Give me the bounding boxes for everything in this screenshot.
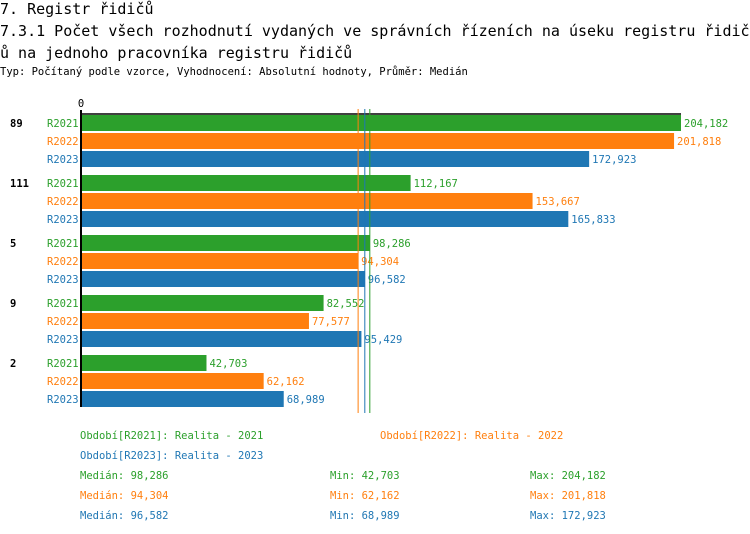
series-label: R2021 (47, 298, 79, 310)
bar (81, 175, 411, 191)
data-label: 98,286 (373, 238, 411, 250)
series-label: R2022 (47, 136, 79, 148)
category-label: 111 (10, 178, 29, 190)
data-label: 77,577 (312, 316, 350, 328)
series-label: R2023 (47, 334, 79, 346)
stat-median: Medián: 98,286 (80, 470, 169, 482)
bar (81, 133, 675, 149)
series-label: R2023 (47, 394, 79, 406)
data-label: 62,162 (267, 376, 305, 388)
bar (81, 235, 370, 251)
chart-subtitle: Typ: Počítaný podle vzorce, Vyhodnocení:… (0, 66, 468, 78)
series-label: R2023 (47, 154, 79, 166)
bar (81, 391, 284, 407)
category-label: 5 (10, 238, 16, 250)
bar (81, 115, 681, 131)
bar (81, 331, 362, 347)
bar (81, 295, 324, 311)
data-label: 95,429 (364, 334, 402, 346)
bar (81, 151, 590, 167)
bar (81, 313, 309, 329)
stat-median: Medián: 94,304 (80, 490, 169, 502)
bar (81, 355, 207, 371)
series-label: R2021 (47, 238, 79, 250)
data-label: 204,182 (684, 118, 728, 130)
bar (81, 253, 359, 269)
data-label: 82,552 (327, 298, 365, 310)
data-label: 68,989 (287, 394, 325, 406)
series-label: R2022 (47, 256, 79, 268)
bar (81, 211, 569, 227)
series-label: R2022 (47, 376, 79, 388)
stat-max: Max: 201,818 (530, 490, 606, 502)
series-label: R2023 (47, 214, 79, 226)
data-label: 94,304 (361, 256, 399, 268)
data-label: 153,667 (536, 196, 580, 208)
category-label: 89 (10, 118, 23, 130)
bar (81, 271, 365, 287)
stat-min: Min: 68,989 (330, 510, 400, 522)
stat-min: Min: 42,703 (330, 470, 400, 482)
series-label: R2023 (47, 274, 79, 286)
category-label: 2 (10, 358, 16, 370)
series-label: R2021 (47, 358, 79, 370)
category-label: 9 (10, 298, 16, 310)
stat-max: Max: 204,182 (530, 470, 606, 482)
data-label: 201,818 (677, 136, 721, 148)
data-label: 42,703 (209, 358, 247, 370)
stat-min: Min: 62,162 (330, 490, 400, 502)
bar-chart: 0 89 R2021 204,182 R2022 201,818 R2023 172,923 1… (10, 98, 728, 413)
stat-median: Medián: 96,582 (80, 510, 169, 522)
data-label: 172,923 (592, 154, 636, 166)
bar (81, 373, 264, 389)
series-label: R2022 (47, 196, 79, 208)
series-label: R2021 (47, 178, 79, 190)
bar (81, 193, 533, 209)
legend-item: Období[R2022]: Realita - 2022 (380, 430, 564, 442)
data-label: 96,582 (368, 274, 406, 286)
series-label: R2022 (47, 316, 79, 328)
stat-max: Max: 172,923 (530, 510, 606, 522)
section-title: 7. Registr řidičů (0, 0, 154, 18)
legend-item: Období[R2023]: Realita - 2023 (80, 450, 264, 462)
axis-zero-label: 0 (78, 98, 84, 110)
series-label: R2021 (47, 118, 79, 130)
chart-title: 7.3.1 Počet všech rozhodnutí vydaných ve… (0, 22, 750, 62)
data-label: 165,833 (571, 214, 615, 226)
legend-item: Období[R2021]: Realita - 2021 (80, 430, 264, 442)
data-label: 112,167 (414, 178, 458, 190)
